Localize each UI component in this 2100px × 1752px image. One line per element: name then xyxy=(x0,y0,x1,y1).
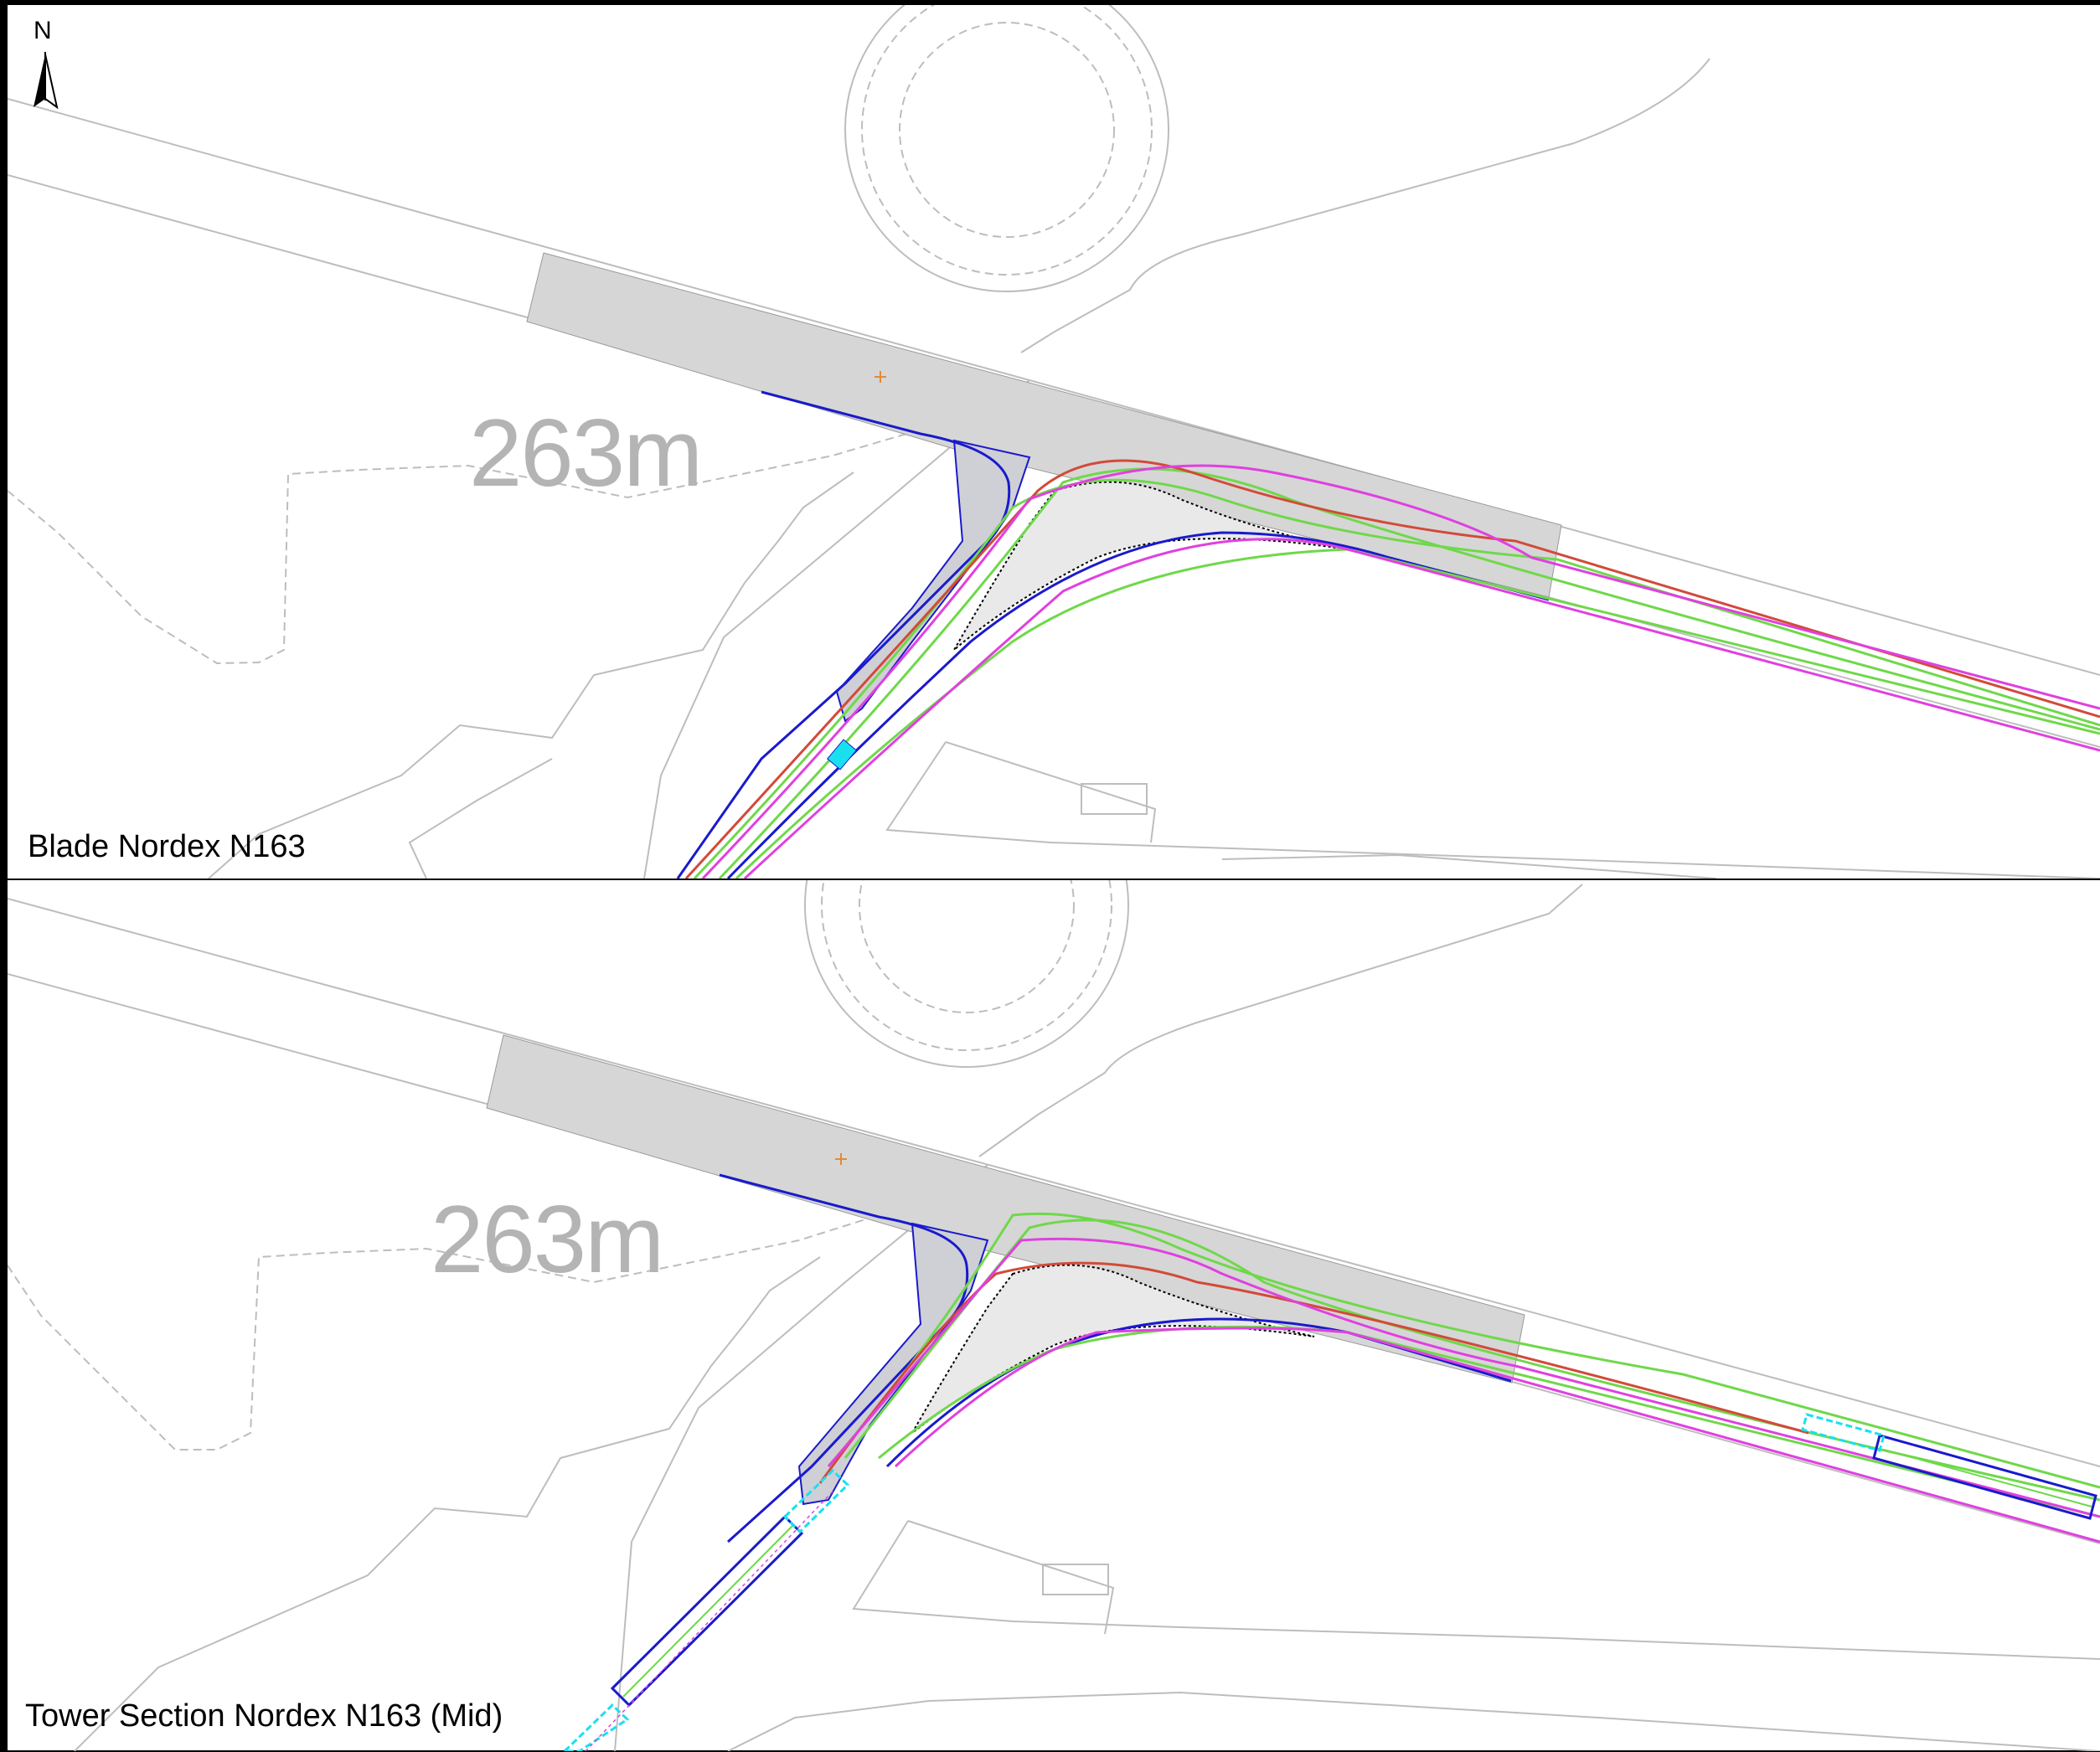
centre-marker xyxy=(875,371,886,383)
boundary-line-2 xyxy=(614,1164,988,1751)
trailer-axis-south xyxy=(622,1524,794,1698)
roundabout-dashed-inner xyxy=(859,880,1075,1013)
road-edge-blue-inner xyxy=(726,531,1550,879)
roundabout-outer xyxy=(844,5,1169,292)
junction-widening xyxy=(835,439,1031,723)
panel-title: Tower Section Nordex N163 (Mid) xyxy=(25,1698,503,1734)
roundabout-outer xyxy=(804,880,1129,1068)
panel-tower-section: 263m Tower Section Nordex N163 (Mid) xyxy=(8,880,2100,1751)
road-edge-north xyxy=(8,98,2100,676)
boundary-line-4 xyxy=(945,741,1157,843)
boundary-line xyxy=(978,884,1583,1157)
roundabout-dashed-outer xyxy=(821,880,1112,1051)
frame-bottom xyxy=(0,1750,2100,1752)
boundary-line-3 xyxy=(852,1520,2100,1660)
centre-marker xyxy=(835,1153,847,1165)
boundary-line-2 xyxy=(643,379,1030,879)
swept-path-red xyxy=(684,459,2100,879)
swept-path-green-1 xyxy=(693,478,2100,879)
swept-path-green-1 xyxy=(827,1212,2100,1489)
swept-path-green-2 xyxy=(718,467,2100,879)
field-boundary xyxy=(208,471,854,879)
panel-title: Blade Nordex N163 xyxy=(28,829,306,864)
hatched-island xyxy=(911,1264,1315,1434)
tractor-outline-south xyxy=(782,1468,850,1534)
roundabout-dashed-inner xyxy=(899,22,1115,238)
swept-path-magenta-1 xyxy=(743,538,2100,879)
junction-widening xyxy=(797,1222,989,1506)
field-boundary xyxy=(74,1256,821,1751)
trailer-outline-east xyxy=(1872,1434,2097,1520)
distance-label: 263m xyxy=(431,1187,664,1293)
load-position-cyan xyxy=(826,739,858,770)
hardstanding-area xyxy=(526,252,1562,598)
boundary-line-4 xyxy=(907,1520,1115,1635)
panel-divider xyxy=(0,879,2100,880)
north-arrow-icon xyxy=(34,52,59,110)
frame-top xyxy=(0,0,2100,5)
north-letter: N xyxy=(34,17,52,44)
swept-path-magenta-2 xyxy=(827,1237,2100,1518)
swept-path-magenta-2 xyxy=(701,464,2100,879)
panel-blade: 263m Blade Nordex N163 xyxy=(8,5,2100,879)
boundary-line-5 xyxy=(727,1691,2100,1751)
field-boundary-dashed xyxy=(8,1214,880,1451)
roundabout-dashed-outer xyxy=(861,5,1153,276)
field-boundary-dashed xyxy=(8,431,913,665)
distance-label: 263m xyxy=(469,400,703,507)
boundary-line-3 xyxy=(885,741,2100,879)
trailer-outline-south xyxy=(610,1514,804,1708)
swept-path-green-3 xyxy=(735,548,2100,879)
swept-path-magenta-1 xyxy=(894,1327,2100,1543)
site-plan-tower-section xyxy=(8,880,2100,1751)
road-edge-north xyxy=(8,898,2100,1467)
boundary-line xyxy=(1020,58,1710,353)
swept-path-red xyxy=(818,1261,1809,1484)
swept-trace-south xyxy=(585,1491,833,1751)
hatched-island xyxy=(953,481,1349,651)
tractor-outline-east xyxy=(1801,1413,1886,1452)
trailer-axis-east xyxy=(1883,1449,2092,1507)
frame-left xyxy=(0,0,8,1752)
boundary-line-5 xyxy=(1221,853,1717,879)
trailing-load-south xyxy=(562,1703,630,1751)
building-outline xyxy=(1081,783,1148,815)
site-plan-blade xyxy=(8,5,2100,879)
boundary-line-6 xyxy=(408,758,553,879)
building-outline xyxy=(1042,1564,1109,1595)
